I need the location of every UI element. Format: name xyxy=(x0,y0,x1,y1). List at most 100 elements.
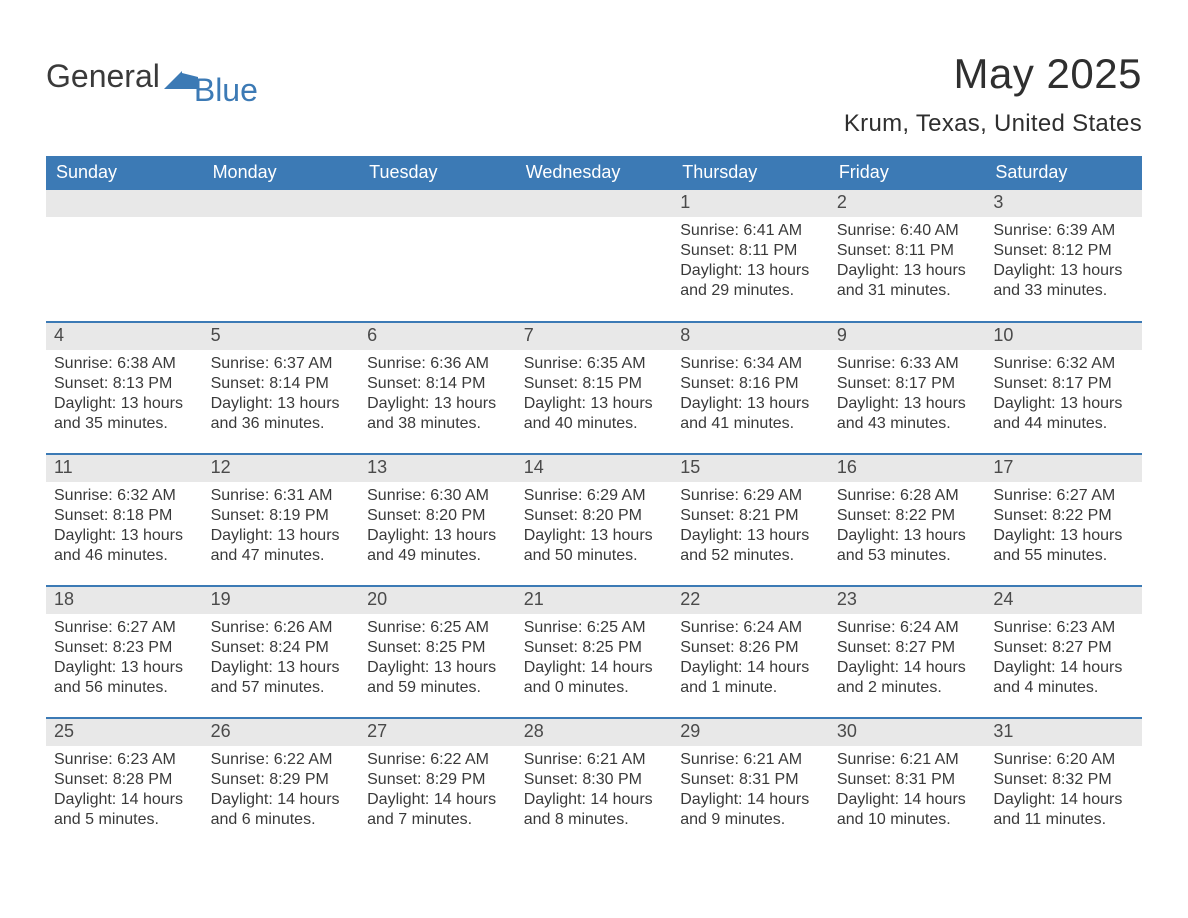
day-details: Sunrise: 6:30 AMSunset: 8:20 PMDaylight:… xyxy=(359,482,516,572)
calendar-table: SundayMondayTuesdayWednesdayThursdayFrid… xyxy=(46,156,1142,850)
sunrise-line: Sunrise: 6:32 AM xyxy=(54,486,195,506)
day-number: 2 xyxy=(829,190,986,217)
day-number: 11 xyxy=(46,455,203,482)
day-number: 5 xyxy=(203,323,360,350)
day-number: 17 xyxy=(985,455,1142,482)
day-details: Sunrise: 6:38 AMSunset: 8:13 PMDaylight:… xyxy=(46,350,203,440)
day-details: Sunrise: 6:23 AMSunset: 8:27 PMDaylight:… xyxy=(985,614,1142,704)
day-number: 30 xyxy=(829,719,986,746)
calendar-day-cell: 21Sunrise: 6:25 AMSunset: 8:25 PMDayligh… xyxy=(516,586,673,718)
daylight-line: Daylight: 13 hours and 47 minutes. xyxy=(211,526,352,566)
calendar-body: 1Sunrise: 6:41 AMSunset: 8:11 PMDaylight… xyxy=(46,190,1142,850)
weekday-header: Friday xyxy=(829,156,986,190)
daylight-line: Daylight: 14 hours and 10 minutes. xyxy=(837,790,978,830)
day-details: Sunrise: 6:31 AMSunset: 8:19 PMDaylight:… xyxy=(203,482,360,572)
calendar-day-cell: 26Sunrise: 6:22 AMSunset: 8:29 PMDayligh… xyxy=(203,718,360,850)
daylight-line: Daylight: 13 hours and 52 minutes. xyxy=(680,526,821,566)
calendar-day-cell: 23 Sunrise: 6:24 AMSunset: 8:27 PMDayligh… xyxy=(829,586,986,718)
page-title: May 2025 xyxy=(844,50,1142,98)
day-number: 22 xyxy=(672,587,829,614)
day-details: Sunrise: 6:27 AMSunset: 8:23 PMDaylight:… xyxy=(46,614,203,704)
calendar-header: SundayMondayTuesdayWednesdayThursdayFrid… xyxy=(46,156,1142,190)
sunrise-line: Sunrise: 6:25 AM xyxy=(367,618,508,638)
day-details: Sunrise: 6:29 AMSunset: 8:21 PMDaylight:… xyxy=(672,482,829,572)
day-number: 18 xyxy=(46,587,203,614)
day-details: Sunrise: 6:23 AMSunset: 8:28 PMDaylight:… xyxy=(46,746,203,836)
sunrise-line: Sunrise: 6:21 AM xyxy=(524,750,665,770)
sunrise-line: Sunrise: 6:20 AM xyxy=(993,750,1134,770)
sunset-line: Sunset: 8:23 PM xyxy=(54,638,195,658)
sunset-line: Sunset: 8:17 PM xyxy=(837,374,978,394)
sunrise-line: Sunrise: 6:29 AM xyxy=(524,486,665,506)
sunrise-line: Sunrise: 6:22 AM xyxy=(367,750,508,770)
day-number: 3 xyxy=(985,190,1142,217)
calendar-day-cell: 16Sunrise: 6:28 AMSunset: 8:22 PMDayligh… xyxy=(829,454,986,586)
calendar-day-cell: 12Sunrise: 6:31 AMSunset: 8:19 PMDayligh… xyxy=(203,454,360,586)
daylight-line: Daylight: 14 hours and 4 minutes. xyxy=(993,658,1134,698)
daylight-line: Daylight: 13 hours and 43 minutes. xyxy=(837,394,978,434)
sunset-line: Sunset: 8:30 PM xyxy=(524,770,665,790)
title-block: May 2025 Krum, Texas, United States xyxy=(844,50,1142,152)
day-details: Sunrise: 6:22 AMSunset: 8:29 PMDaylight:… xyxy=(203,746,360,836)
day-details: Sunrise: 6:22 AMSunset: 8:29 PMDaylight:… xyxy=(359,746,516,836)
calendar-week-row: 25Sunrise: 6:23 AMSunset: 8:28 PMDayligh… xyxy=(46,718,1142,850)
sunrise-line: Sunrise: 6:40 AM xyxy=(837,221,978,241)
sunrise-line: Sunrise: 6:24 AM xyxy=(837,618,978,638)
sunset-line: Sunset: 8:17 PM xyxy=(993,374,1134,394)
calendar-day-cell: 17Sunrise: 6:27 AMSunset: 8:22 PMDayligh… xyxy=(985,454,1142,586)
day-number: 25 xyxy=(46,719,203,746)
sunset-line: Sunset: 8:27 PM xyxy=(837,638,978,658)
day-details: Sunrise: 6:26 AMSunset: 8:24 PMDaylight:… xyxy=(203,614,360,704)
daylight-line: Daylight: 13 hours and 33 minutes. xyxy=(993,261,1134,301)
daylight-line: Daylight: 13 hours and 36 minutes. xyxy=(211,394,352,434)
sunrise-line: Sunrise: 6:32 AM xyxy=(993,354,1134,374)
sunrise-line: Sunrise: 6:38 AM xyxy=(54,354,195,374)
day-details: Sunrise: 6:35 AMSunset: 8:15 PMDaylight:… xyxy=(516,350,673,440)
sunrise-line: Sunrise: 6:30 AM xyxy=(367,486,508,506)
daylight-line: Daylight: 14 hours and 0 minutes. xyxy=(524,658,665,698)
day-number: 6 xyxy=(359,323,516,350)
day-details: Sunrise: 6:20 AMSunset: 8:32 PMDaylight:… xyxy=(985,746,1142,836)
calendar-week-row: 1Sunrise: 6:41 AMSunset: 8:11 PMDaylight… xyxy=(46,190,1142,322)
weekday-header: Thursday xyxy=(672,156,829,190)
sunrise-line: Sunrise: 6:23 AM xyxy=(993,618,1134,638)
daylight-line: Daylight: 13 hours and 29 minutes. xyxy=(680,261,821,301)
day-number: 9 xyxy=(829,323,986,350)
day-details: Sunrise: 6:32 AMSunset: 8:17 PMDaylight:… xyxy=(985,350,1142,440)
daylight-line: Daylight: 13 hours and 38 minutes. xyxy=(367,394,508,434)
weekday-header: Monday xyxy=(203,156,360,190)
daylight-line: Daylight: 13 hours and 49 minutes. xyxy=(367,526,508,566)
calendar-empty-cell xyxy=(359,190,516,322)
daylight-line: Daylight: 13 hours and 31 minutes. xyxy=(837,261,978,301)
sunset-line: Sunset: 8:21 PM xyxy=(680,506,821,526)
day-details: Sunrise: 6:34 AMSunset: 8:16 PMDaylight:… xyxy=(672,350,829,440)
day-number-bar xyxy=(46,190,203,217)
sunset-line: Sunset: 8:31 PM xyxy=(837,770,978,790)
day-details: Sunrise: 6:32 AMSunset: 8:18 PMDaylight:… xyxy=(46,482,203,572)
daylight-line: Daylight: 13 hours and 46 minutes. xyxy=(54,526,195,566)
day-number: 15 xyxy=(672,455,829,482)
sunrise-line: Sunrise: 6:35 AM xyxy=(524,354,665,374)
sunrise-line: Sunrise: 6:27 AM xyxy=(54,618,195,638)
sunset-line: Sunset: 8:27 PM xyxy=(993,638,1134,658)
daylight-line: Daylight: 13 hours and 59 minutes. xyxy=(367,658,508,698)
sunset-line: Sunset: 8:16 PM xyxy=(680,374,821,394)
sunrise-line: Sunrise: 6:33 AM xyxy=(837,354,978,374)
sunset-line: Sunset: 8:15 PM xyxy=(524,374,665,394)
day-details: Sunrise: 6:25 AMSunset: 8:25 PMDaylight:… xyxy=(359,614,516,704)
daylight-line: Daylight: 13 hours and 57 minutes. xyxy=(211,658,352,698)
calendar-day-cell: 8Sunrise: 6:34 AMSunset: 8:16 PMDaylight… xyxy=(672,322,829,454)
day-number: 23 xyxy=(829,587,986,614)
daylight-line: Daylight: 14 hours and 2 minutes. xyxy=(837,658,978,698)
weekday-header: Tuesday xyxy=(359,156,516,190)
sunset-line: Sunset: 8:14 PM xyxy=(211,374,352,394)
calendar-day-cell: 1Sunrise: 6:41 AMSunset: 8:11 PMDaylight… xyxy=(672,190,829,322)
calendar-day-cell: 15Sunrise: 6:29 AMSunset: 8:21 PMDayligh… xyxy=(672,454,829,586)
sunrise-line: Sunrise: 6:22 AM xyxy=(211,750,352,770)
calendar-day-cell: 22Sunrise: 6:24 AMSunset: 8:26 PMDayligh… xyxy=(672,586,829,718)
sunrise-line: Sunrise: 6:25 AM xyxy=(524,618,665,638)
daylight-line: Daylight: 13 hours and 41 minutes. xyxy=(680,394,821,434)
day-number: 8 xyxy=(672,323,829,350)
sunset-line: Sunset: 8:14 PM xyxy=(367,374,508,394)
calendar-day-cell: 19Sunrise: 6:26 AMSunset: 8:24 PMDayligh… xyxy=(203,586,360,718)
